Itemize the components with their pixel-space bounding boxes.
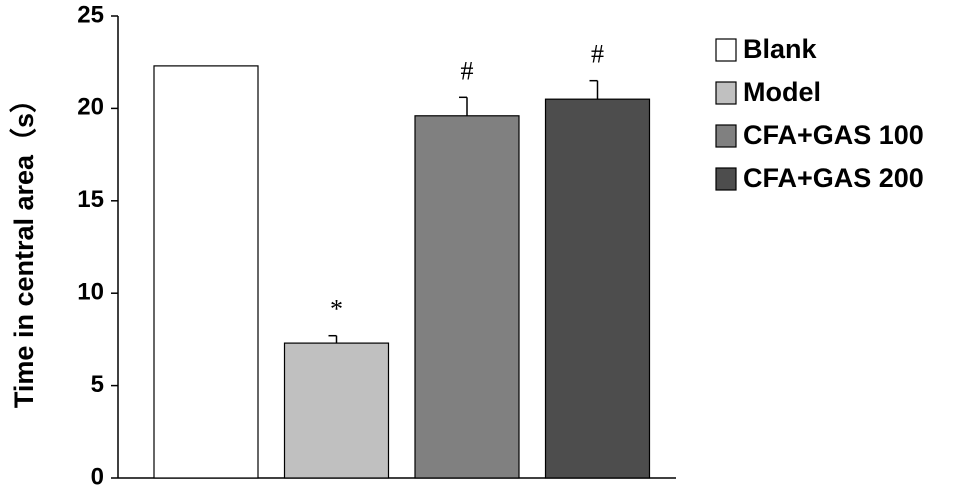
y-tick-label: 5 (91, 371, 104, 398)
y-tick-label: 20 (77, 94, 104, 121)
y-tick-label: 25 (77, 1, 104, 28)
bar (283, 342, 390, 479)
y-tick-label: 15 (77, 186, 104, 213)
y-tick-label: 0 (91, 463, 104, 490)
annotation: * (330, 295, 343, 324)
bar (153, 65, 259, 479)
legend-swatch (715, 38, 737, 62)
y-tick-label: 10 (77, 279, 104, 306)
legend-label: Blank (743, 34, 818, 64)
bar (544, 98, 651, 479)
legend-label: Model (743, 77, 821, 107)
bar (414, 115, 520, 479)
legend-label: CFA+GAS 200 (743, 163, 924, 193)
annotation: # (461, 56, 474, 85)
legend-swatch (715, 124, 737, 148)
annotation: # (591, 40, 604, 69)
legend-label: CFA+GAS 100 (743, 120, 924, 150)
legend-swatch (715, 81, 737, 105)
legend-swatch (715, 167, 737, 191)
y-axis-label: Time in central area（s） (9, 86, 39, 408)
